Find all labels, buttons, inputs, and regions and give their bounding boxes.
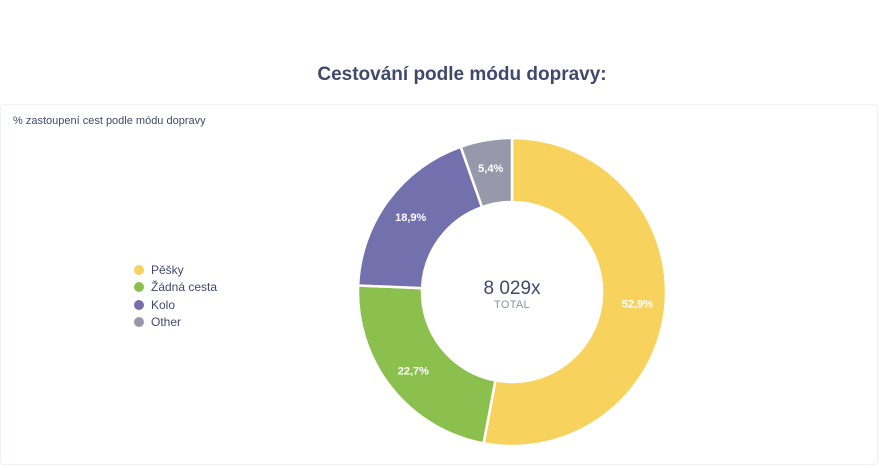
donut-slice-1[interactable] (356, 284, 497, 445)
legend-label: Other (151, 315, 182, 330)
legend-swatch (134, 264, 144, 275)
legend-swatch (134, 282, 144, 293)
chart-subtitle: % zastoupení cest podle módu dopravy (13, 115, 206, 127)
legend-item-other[interactable]: Other (134, 314, 217, 332)
slice-data-label: 18,9% (395, 212, 426, 224)
legend-swatch (134, 317, 144, 328)
total-label: TOTAL (494, 299, 530, 311)
legend-item-zadna-cesta[interactable]: Žádná cesta (134, 279, 217, 297)
slice-data-label: 22,7% (398, 365, 429, 377)
donut-slice-3[interactable] (459, 136, 514, 209)
legend-swatch (134, 299, 144, 310)
legend-item-pesky[interactable]: Pěšky (134, 261, 217, 279)
page-title: Cestování podle módu dopravy: (317, 64, 607, 85)
legend-label: Kolo (151, 297, 176, 312)
legend-label: Pěšky (151, 262, 184, 277)
legend-item-kolo[interactable]: Kolo (134, 296, 217, 314)
legend-label: Žádná cesta (151, 280, 218, 295)
slice-data-label: 52,9% (622, 299, 653, 311)
total-value: 8 029x (483, 278, 541, 299)
chart-panel (0, 104, 878, 465)
donut-slice-0[interactable] (482, 136, 668, 448)
chart-legend: Pěšky Žádná cesta Kolo Other (134, 261, 217, 331)
slice-data-label: 5,4% (478, 163, 503, 175)
